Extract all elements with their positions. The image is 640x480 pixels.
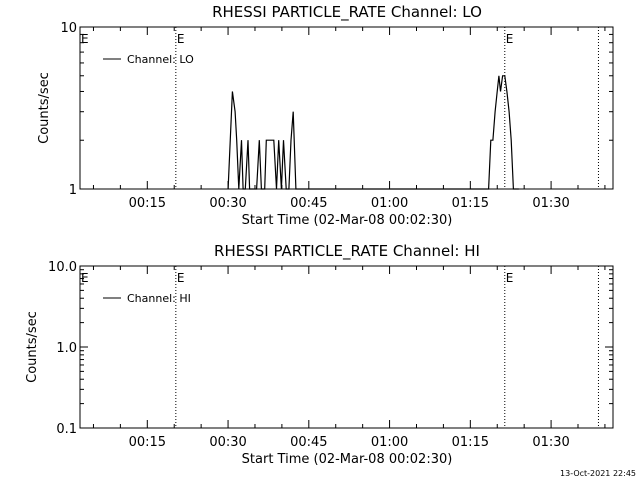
axis-ticks: 00:15 00:30 00:45 01:00 01:15 01:30 0.1 1.0 10.0	[48, 260, 613, 450]
y-axis-label: Counts/sec	[25, 311, 40, 383]
x-tick-label: 00:15	[129, 435, 166, 450]
chart-panel-lo: RHESSI PARTICLE_RATE Channel: LO Counts/…	[37, 3, 614, 228]
generation-timestamp: 13-Oct-2021 22:45	[560, 469, 636, 478]
event-marker: E	[506, 271, 514, 285]
chart-title: RHESSI PARTICLE_RATE Channel: LO	[212, 3, 482, 22]
x-tick-label: 01:30	[532, 435, 569, 450]
chart-title: RHESSI PARTICLE_RATE Channel: HI	[214, 242, 480, 261]
event-marker: E	[177, 271, 185, 285]
x-tick-label: 01:30	[532, 196, 569, 211]
y-axis-label: Counts/sec	[37, 72, 52, 144]
plot-frame	[79, 26, 614, 190]
x-tick-label: 01:15	[452, 196, 489, 211]
x-tick-label: 00:45	[290, 435, 327, 450]
x-tick-label: 01:00	[371, 196, 408, 211]
x-tick-label: 00:45	[290, 196, 327, 211]
x-axis-label: Start Time (02-Mar-08 00:02:30)	[242, 452, 453, 467]
event-marker: E	[81, 32, 89, 46]
y-tick-label: 0.1	[56, 422, 77, 437]
x-tick-label: 00:30	[209, 435, 246, 450]
event-marker: E	[177, 32, 185, 46]
chart-panel-hi: RHESSI PARTICLE_RATE Channel: HI Counts/…	[25, 242, 614, 467]
y-tick-label: 1.0	[56, 341, 77, 356]
plot-frame	[79, 265, 614, 429]
y-tick-label: 10	[60, 21, 77, 36]
x-tick-label: 01:15	[452, 435, 489, 450]
series-line	[227, 75, 519, 190]
y-tick-label: 1	[69, 183, 77, 198]
x-tick-label: 01:00	[371, 435, 408, 450]
x-tick-label: 00:15	[129, 196, 166, 211]
x-tick-label: 00:30	[209, 196, 246, 211]
x-axis-label: Start Time (02-Mar-08 00:02:30)	[242, 213, 453, 228]
event-marker: E	[81, 271, 89, 285]
event-marker: E	[506, 32, 514, 46]
legend-label: Channel: LO	[127, 53, 194, 66]
y-tick-label: 10.0	[48, 260, 77, 275]
axis-ticks: 00:15 00:30 00:45 01:00 01:15 01:30 1 10	[60, 21, 613, 211]
data-series	[227, 75, 519, 190]
legend-label: Channel: HI	[127, 292, 191, 305]
